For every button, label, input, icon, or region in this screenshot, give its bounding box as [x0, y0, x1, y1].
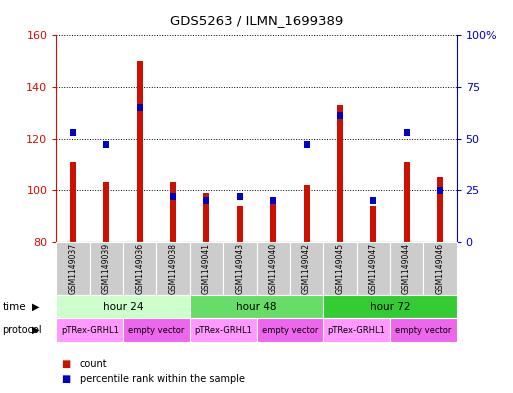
Bar [237, 206, 243, 242]
Bar [290, 242, 323, 295]
Text: empty vector: empty vector [262, 326, 318, 334]
Bar [223, 242, 256, 295]
Text: GSM1149044: GSM1149044 [402, 242, 411, 294]
Bar [337, 105, 343, 242]
Bar [270, 200, 276, 242]
Bar [437, 187, 443, 194]
Bar [56, 295, 190, 318]
Bar [170, 182, 176, 242]
Bar [190, 242, 223, 295]
Bar [70, 129, 76, 136]
Bar [357, 242, 390, 295]
Bar [137, 104, 143, 111]
Bar [237, 193, 243, 200]
Bar [204, 197, 209, 204]
Text: GSM1149036: GSM1149036 [135, 242, 144, 294]
Bar [390, 242, 423, 295]
Text: GSM1149040: GSM1149040 [269, 242, 278, 294]
Text: GSM1149046: GSM1149046 [436, 242, 444, 294]
Text: empty vector: empty vector [395, 326, 451, 334]
Text: GSM1149047: GSM1149047 [369, 242, 378, 294]
Bar [190, 318, 256, 342]
Text: hour 24: hour 24 [103, 301, 143, 312]
Bar [423, 242, 457, 295]
Bar [404, 129, 409, 136]
Text: pTRex-GRHL1: pTRex-GRHL1 [194, 326, 252, 334]
Text: GSM1149039: GSM1149039 [102, 242, 111, 294]
Bar [304, 185, 309, 242]
Bar [170, 193, 176, 200]
Text: GSM1149037: GSM1149037 [69, 242, 77, 294]
Text: GSM1149043: GSM1149043 [235, 242, 244, 294]
Text: hour 72: hour 72 [370, 301, 410, 312]
Text: GSM1149041: GSM1149041 [202, 243, 211, 294]
Bar [56, 242, 90, 295]
Bar [56, 318, 123, 342]
Text: pTRex-GRHL1: pTRex-GRHL1 [61, 326, 119, 334]
Bar [123, 318, 190, 342]
Bar [337, 112, 343, 119]
Bar [137, 61, 143, 242]
Bar [256, 242, 290, 295]
Bar [404, 162, 409, 242]
Text: count: count [80, 358, 107, 369]
Bar [204, 193, 209, 242]
Bar [90, 242, 123, 295]
Text: GSM1149038: GSM1149038 [169, 243, 177, 294]
Bar [104, 141, 109, 148]
Text: GDS5263 / ILMN_1699389: GDS5263 / ILMN_1699389 [170, 14, 343, 27]
Bar [323, 242, 357, 295]
Bar [370, 197, 376, 204]
Bar [323, 318, 390, 342]
Text: ▶: ▶ [32, 325, 40, 335]
Text: percentile rank within the sample: percentile rank within the sample [80, 374, 245, 384]
Bar [123, 242, 156, 295]
Bar [156, 242, 190, 295]
Bar [104, 182, 109, 242]
Text: time: time [3, 301, 26, 312]
Text: protocol: protocol [3, 325, 42, 335]
Bar [390, 318, 457, 342]
Bar [437, 177, 443, 242]
Text: empty vector: empty vector [128, 326, 185, 334]
Text: ▶: ▶ [32, 301, 40, 312]
Bar [370, 206, 376, 242]
Text: GSM1149045: GSM1149045 [336, 242, 344, 294]
Bar [270, 197, 276, 204]
Bar [70, 162, 76, 242]
Bar [256, 318, 323, 342]
Text: hour 48: hour 48 [236, 301, 277, 312]
Text: pTRex-GRHL1: pTRex-GRHL1 [328, 326, 385, 334]
Text: GSM1149042: GSM1149042 [302, 243, 311, 294]
Bar [190, 295, 323, 318]
Bar [304, 141, 309, 148]
Text: ■: ■ [62, 374, 71, 384]
Text: ■: ■ [62, 358, 71, 369]
Bar [323, 295, 457, 318]
